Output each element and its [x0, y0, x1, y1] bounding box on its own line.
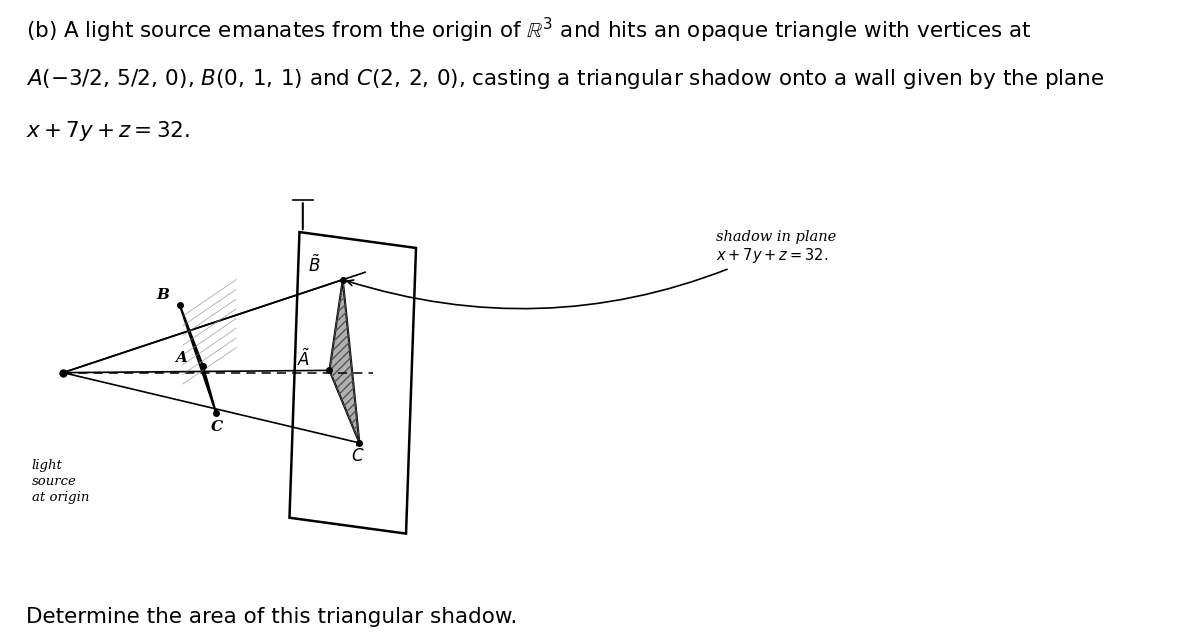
Text: A: A: [175, 351, 187, 365]
Text: $A(-3/2,\,5/2,\,0)$, $B(0,\,1,\,1)$ and $C(2,\,2,\,0)$, casting a triangular sha: $A(-3/2,\,5/2,\,0)$, $B(0,\,1,\,1)$ and …: [26, 67, 1105, 91]
Text: (b) A light source emanates from the origin of $\mathbb{R}^3$ and hits an opaque: (b) A light source emanates from the ori…: [26, 16, 1032, 45]
Text: shadow in plane
$x+7y+z=32.$: shadow in plane $x+7y+z=32.$: [347, 230, 836, 309]
Text: C: C: [211, 420, 223, 434]
Text: $\tilde{C}$: $\tilde{C}$: [352, 445, 365, 466]
Text: $\tilde{B}$: $\tilde{B}$: [308, 254, 320, 275]
Text: $\tilde{A}$: $\tilde{A}$: [298, 349, 311, 370]
Text: $x + 7y + z = 32.$: $x + 7y + z = 32.$: [26, 119, 191, 143]
Text: B: B: [156, 288, 169, 302]
Polygon shape: [330, 280, 360, 443]
Text: Determine the area of this triangular shadow.: Determine the area of this triangular sh…: [26, 607, 517, 627]
Polygon shape: [180, 305, 216, 413]
Text: light
source
at origin: light source at origin: [31, 459, 89, 504]
